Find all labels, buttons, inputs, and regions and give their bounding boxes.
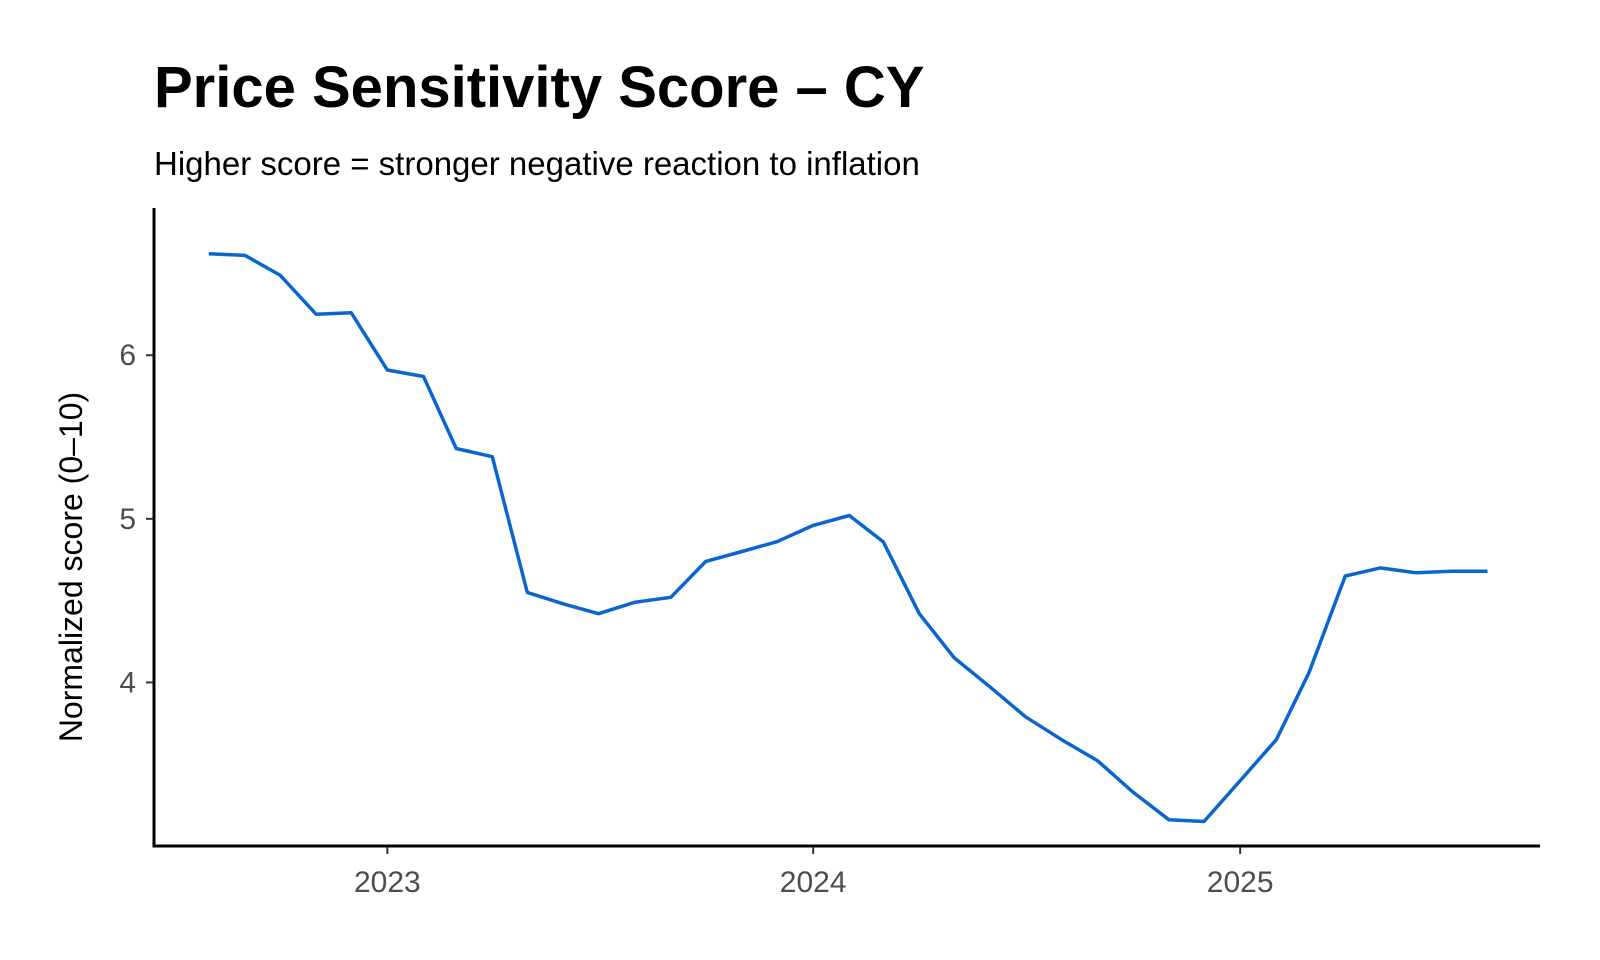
x-tick-label: 2023: [354, 866, 421, 899]
y-axis-ticks: 4 5 6: [119, 339, 154, 699]
chart-title: Price Sensitivity Score – CY: [154, 55, 925, 120]
y-axis-title: Normalized score (0–10): [53, 392, 89, 742]
series-line: [208, 252, 1488, 824]
y-tick-label: 6: [119, 339, 136, 372]
x-axis-ticks: 2023 2024 2025: [354, 846, 1274, 899]
chart-subtitle: Higher score = stronger negative reactio…: [154, 145, 920, 182]
y-tick-label: 4: [119, 666, 136, 699]
x-tick-label: 2024: [780, 866, 847, 899]
y-tick-label: 5: [119, 503, 136, 536]
x-tick-label: 2025: [1207, 866, 1274, 899]
series-layer: [208, 252, 1488, 824]
